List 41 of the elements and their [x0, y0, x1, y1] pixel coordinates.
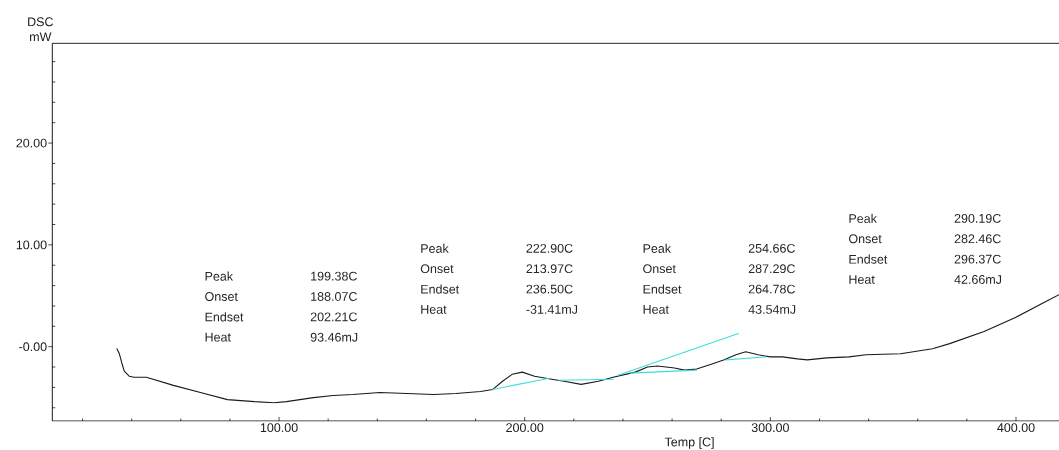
annotation: Endset	[205, 312, 244, 322]
annotation: 213.97C	[526, 264, 573, 274]
annotation: Endset	[643, 284, 682, 294]
annotation: Endset	[421, 284, 460, 294]
x-tick-label: 400.00	[997, 423, 1035, 433]
y-tick-label: -0.00	[19, 342, 47, 352]
annotation: Peak	[205, 271, 234, 281]
annotation: 264.78C	[748, 284, 795, 294]
annotation: 254.66C	[748, 243, 795, 253]
annotation: Endset	[849, 254, 888, 264]
annotation: Heat	[643, 305, 669, 314]
x-tick-label: 100.00	[260, 423, 298, 433]
annotation: 296.37C	[954, 254, 1001, 264]
annotation: Heat	[421, 305, 447, 314]
annotation: 287.29C	[748, 264, 795, 274]
annotation: Onset	[205, 292, 238, 301]
annotation: -31.41mJ	[526, 305, 578, 314]
annotation: 290.19C	[954, 213, 1001, 223]
annotation: 199.38C	[311, 271, 357, 281]
annotation: 43.54mJ	[748, 305, 796, 314]
annotation: 202.21C	[310, 312, 357, 322]
annotation: Onset	[643, 264, 676, 274]
annotation: 42.66mJ	[954, 275, 1002, 284]
y-tick-label: 20.00	[16, 138, 47, 148]
x-axis-title: Temp [C]	[664, 437, 714, 449]
y-tick-label: 10.00	[16, 240, 47, 250]
annotation: Peak	[849, 213, 877, 223]
annotation: 93.46mJ	[310, 332, 358, 342]
annotation: 282.46C	[954, 234, 1001, 244]
annotation: Onset	[849, 234, 882, 244]
annotation: 236.50C	[526, 284, 573, 294]
annotation: Peak	[421, 243, 449, 253]
annotation: Heat	[205, 332, 231, 342]
x-tick-label: 300.00	[751, 423, 789, 433]
x-tick-label: 200.00	[506, 423, 544, 433]
y-axis-title: DSC mW	[28, 17, 54, 42]
annotation: Peak	[643, 243, 672, 253]
annotation: Heat	[849, 275, 875, 284]
annotation: Onset	[420, 264, 454, 274]
annotation: 188.07C	[311, 292, 357, 301]
annotation: 222.90C	[526, 243, 573, 253]
